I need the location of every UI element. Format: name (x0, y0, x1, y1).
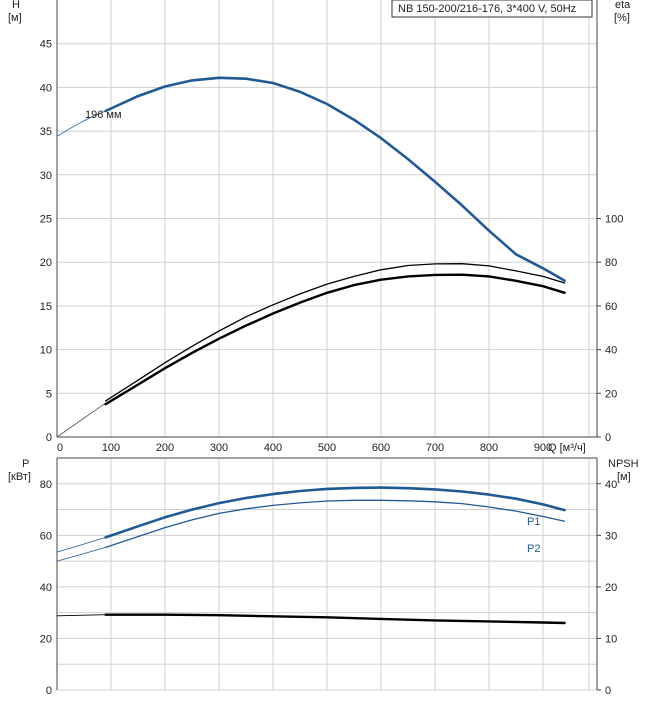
y-left-tick-label: 40 (40, 82, 52, 94)
head-curve (104, 76, 566, 282)
upper-series (56, 76, 566, 438)
lower-grid (56, 457, 601, 691)
y-left-label: H (12, 0, 20, 11)
y-left-tick-label: 20 (40, 257, 52, 269)
p2-label: P2 (527, 543, 540, 555)
p1-curve-extrapolated (56, 537, 106, 553)
x-tick-label: 900 (534, 442, 552, 454)
lower-series (56, 486, 566, 625)
y-left-tick-label: 60 (40, 530, 52, 542)
x-tick-label: 400 (264, 442, 282, 454)
x-tick-label: 300 (210, 442, 228, 454)
y-right-tick-label: 80 (605, 257, 617, 269)
impeller-diameter-label: 196 мм (85, 109, 122, 121)
y-left-tick-label: 0 (46, 685, 52, 697)
x-tick-label: 600 (372, 442, 390, 454)
x-tick-label: 800 (480, 442, 498, 454)
y-right-tick-label: 20 (605, 388, 617, 400)
y-left-unit: [кВт] (8, 471, 31, 483)
y-left-tick-label: 25 (40, 214, 52, 226)
y-right-label: NPSH (608, 458, 639, 470)
y-left-label: P (22, 458, 29, 470)
x-tick-label: 200 (156, 442, 174, 454)
npsh-curve (104, 613, 566, 625)
y-right-tick-label: 10 (605, 633, 617, 645)
y-right-tick-label: 40 (605, 345, 617, 357)
p2-curve-extrapolated (56, 547, 106, 562)
p2-curve (104, 499, 566, 549)
y-left-tick-label: 35 (40, 126, 52, 138)
x-axis-label: Q [м³/ч] (548, 442, 586, 454)
y-left-tick-label: 80 (40, 479, 52, 491)
y-left-tick-label: 10 (40, 345, 52, 357)
eta-curve (104, 263, 566, 402)
y-right-tick-label: 30 (605, 530, 617, 542)
y-right-unit: [м] (617, 471, 631, 483)
y-left-tick-label: 45 (40, 39, 52, 51)
y-left-tick-label: 20 (40, 633, 52, 645)
y-right-tick-label: 0 (605, 685, 611, 697)
eta-curve-extrapolated (56, 402, 106, 438)
npsh-curve-extrapolated (56, 614, 106, 617)
x-tick-label: 100 (102, 442, 120, 454)
y-left-tick-label: 40 (40, 582, 52, 594)
x-tick-label: 700 (426, 442, 444, 454)
upper-grid (56, 0, 601, 438)
x-tick-label: 500 (318, 442, 336, 454)
p1-curve (104, 486, 566, 539)
y-right-label: eta (615, 0, 631, 11)
y-left-tick-label: 30 (40, 170, 52, 182)
y-right-tick-label: 0 (605, 432, 611, 444)
title-box (391, 0, 593, 18)
p1-label: P1 (527, 516, 540, 528)
head-curve-extrapolated (56, 110, 106, 137)
y-right-tick-label: 100 (605, 214, 623, 226)
y-right-tick-label: 20 (605, 582, 617, 594)
y-left-tick-label: 0 (46, 432, 52, 444)
x-tick-label: 0 (57, 442, 63, 454)
y-right-tick-label: 60 (605, 301, 617, 313)
y-right-unit: [%] (614, 12, 630, 24)
y-left-tick-label: 15 (40, 301, 52, 313)
eta-curve-2 (104, 273, 566, 406)
y-right-tick-label: 40 (605, 479, 617, 491)
y-left-tick-label: 5 (46, 388, 52, 400)
chart-title: NB 150-200/216-176, 3*400 V, 50Hz (398, 3, 576, 15)
y-left-unit: [м] (8, 12, 22, 24)
